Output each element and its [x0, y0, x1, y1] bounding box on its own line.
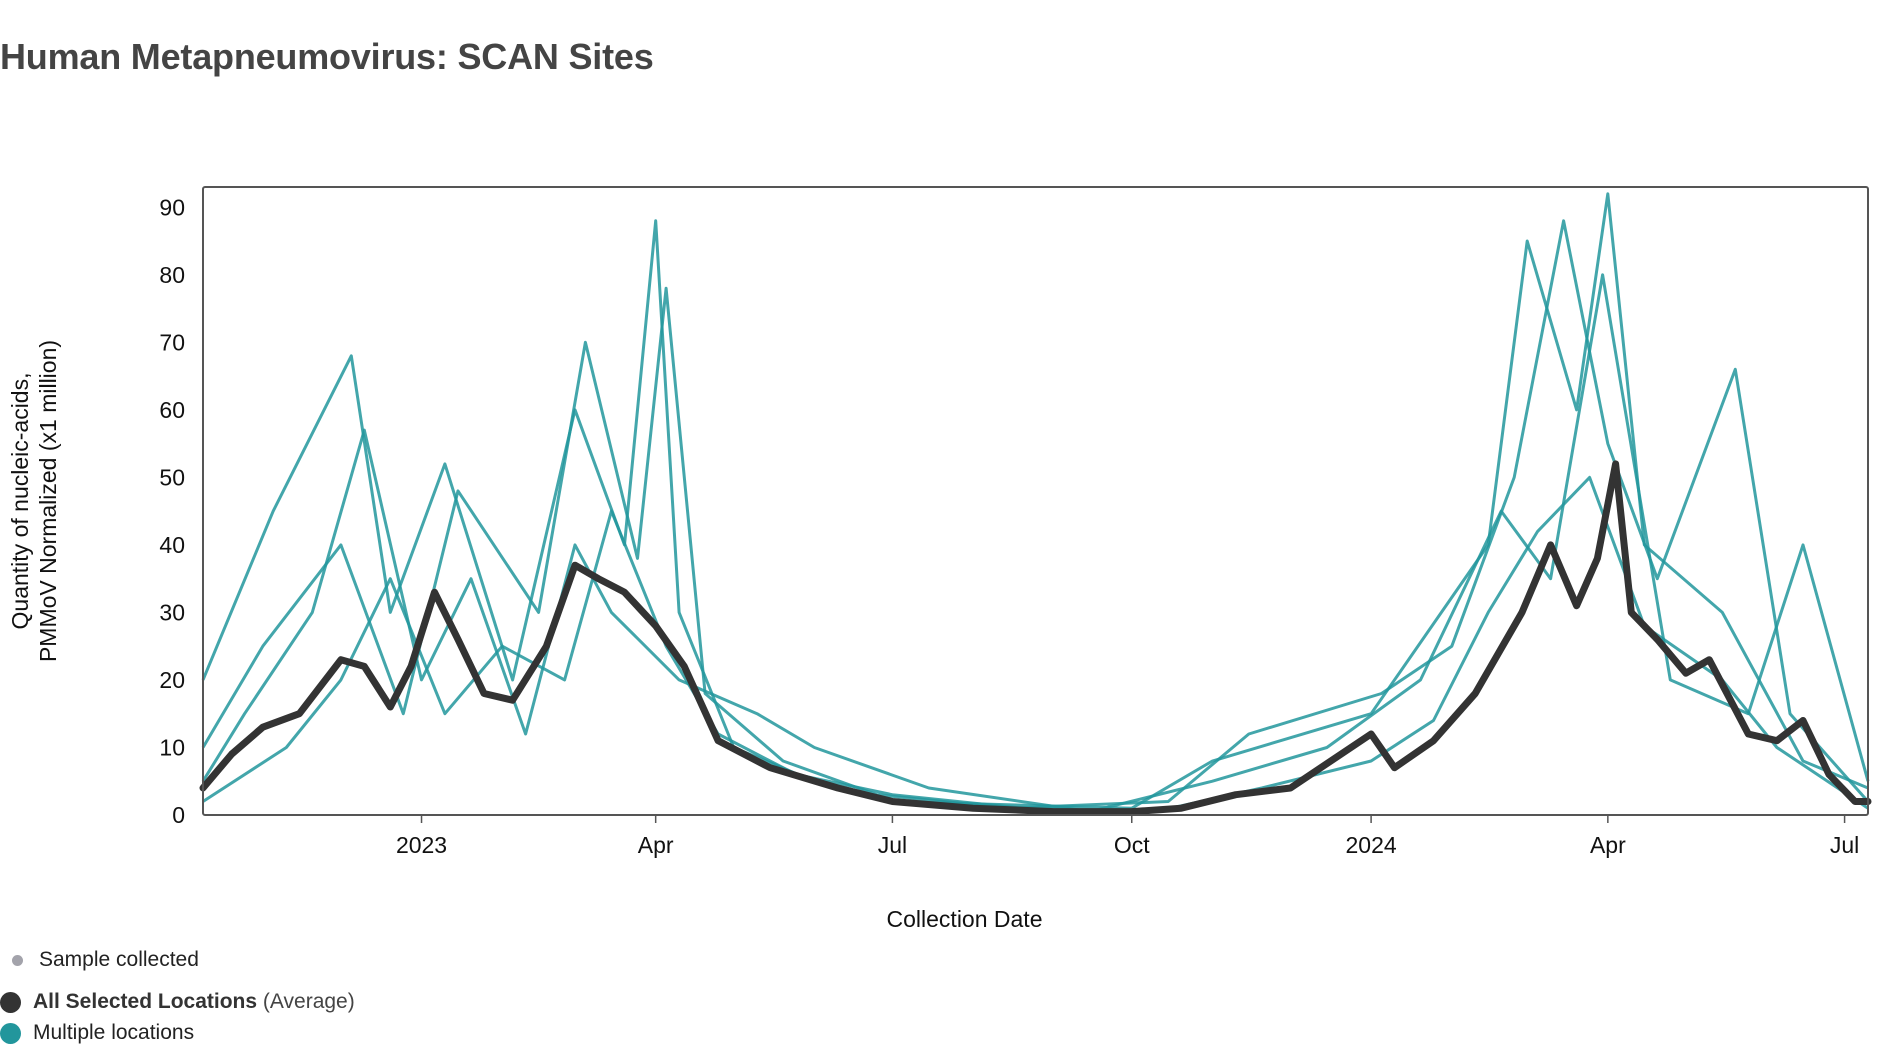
y-axis-title-line1: Quantity of nucleic-acids, — [7, 373, 33, 630]
y-tick-label: 20 — [159, 667, 185, 693]
plot-frame — [202, 186, 1869, 816]
x-tick-label: Jul — [1830, 832, 1859, 858]
legend-sample-label: Sample collected — [39, 948, 199, 971]
average-series-group — [199, 460, 1872, 816]
y-tick-label: 30 — [159, 599, 185, 625]
average-series-line[interactable] — [199, 460, 1872, 816]
page-title: Human Metapneumovirus: SCAN Sites — [0, 36, 654, 77]
x-axis: 2023 Apr Jul Oct 2024 Apr Jul — [396, 815, 1859, 858]
average-dot-icon — [0, 991, 21, 1013]
x-tick-label: Oct — [1114, 832, 1150, 858]
legend-average-suffix: (Average) — [262, 990, 355, 1013]
legend-item-locations[interactable]: Multiple locations — [0, 1021, 194, 1045]
y-tick-label: 40 — [159, 532, 185, 558]
y-tick-label: 60 — [159, 397, 185, 423]
chart: 0 10 20 30 40 50 60 70 80 90 2023 Apr Jul Oct 2024 Apr… — [7, 186, 1872, 932]
sample-dot-icon — [12, 954, 23, 966]
y-tick-label: 80 — [159, 262, 185, 288]
x-tick-label: 2024 — [1346, 832, 1397, 858]
y-tick-label: 0 — [172, 802, 185, 828]
x-tick-label: 2023 — [396, 832, 447, 858]
y-axis-title-line2: PMMoV Normalized (x1 million) — [35, 340, 61, 662]
y-axis: 0 10 20 30 40 50 60 70 80 90 — [159, 194, 185, 828]
x-tick-label: Jul — [878, 832, 907, 858]
x-tick-label: Apr — [1590, 832, 1626, 858]
x-axis-title: Collection Date — [887, 906, 1043, 932]
x-tick-label: Apr — [638, 832, 674, 858]
y-tick-label: 70 — [159, 329, 185, 355]
y-tick-label: 50 — [159, 464, 185, 490]
locations-dot-icon — [0, 1022, 21, 1044]
location-series-line[interactable] — [201, 273, 1870, 814]
legend-item-average[interactable]: All Selected Locations (Average) — [0, 990, 355, 1014]
legend-item-sample: Sample collected — [12, 948, 199, 972]
location-series-line[interactable] — [202, 475, 1869, 814]
legend-average-label: All Selected Locations — [33, 990, 258, 1013]
y-tick-label: 10 — [159, 734, 185, 760]
y-tick-label: 90 — [159, 194, 185, 220]
location-series-group — [201, 192, 1870, 814]
legend-locations-label: Multiple locations — [33, 1021, 195, 1044]
